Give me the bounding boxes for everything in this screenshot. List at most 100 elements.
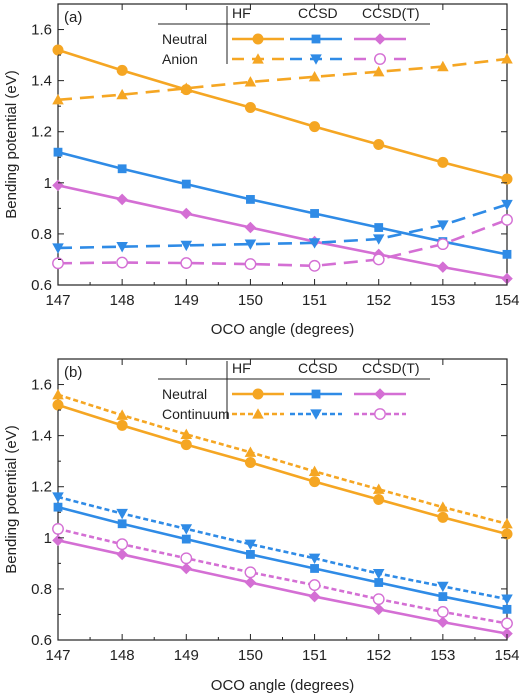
series-hf-continuum bbox=[52, 388, 513, 529]
data-point bbox=[52, 534, 64, 547]
legend-marker bbox=[374, 53, 386, 65]
x-tick-label: 154 bbox=[494, 292, 519, 309]
legend: HF CCSD CCSD(T) Neutral Anion bbox=[158, 5, 430, 67]
legend-column-header: CCSD bbox=[298, 5, 338, 21]
y-tick-label: 1.4 bbox=[31, 73, 52, 90]
y-tick-label: 1 bbox=[44, 530, 52, 547]
data-point bbox=[244, 576, 257, 589]
series-ccsdt-neutral bbox=[52, 534, 513, 640]
data-point bbox=[53, 502, 63, 512]
data-point bbox=[437, 616, 449, 628]
data-point bbox=[116, 538, 129, 551]
data-point bbox=[437, 60, 449, 72]
data-point bbox=[180, 562, 193, 575]
data-point bbox=[52, 399, 64, 411]
data-point bbox=[437, 511, 449, 523]
y-tick-label: 1.6 bbox=[31, 377, 52, 394]
legend: HF CCSD CCSD(T) Neutral Continuum bbox=[158, 360, 430, 422]
data-point bbox=[373, 139, 385, 150]
y-tick-label: 1.4 bbox=[31, 428, 52, 445]
y-tick-label: 0.8 bbox=[31, 226, 52, 243]
legend-marker bbox=[252, 408, 264, 419]
data-point bbox=[244, 456, 256, 468]
data-point bbox=[372, 253, 385, 266]
data-point bbox=[180, 439, 192, 451]
axes-layer: 147 148 149 150 151 152 153 154 0.6 0.8 1 1.2 1.4 1.6 bbox=[31, 3, 520, 309]
data-point bbox=[180, 552, 193, 565]
y-tick-label: 1.2 bbox=[31, 124, 52, 141]
data-point bbox=[437, 156, 449, 168]
data-point bbox=[116, 242, 128, 253]
data-point bbox=[373, 494, 385, 505]
data-point bbox=[52, 388, 64, 400]
series-line bbox=[57, 48, 508, 181]
data-point bbox=[181, 179, 191, 189]
data-point bbox=[308, 71, 321, 82]
legend-marker bbox=[374, 388, 386, 400]
data-point bbox=[309, 121, 321, 133]
x-tick-label: 149 bbox=[174, 647, 199, 664]
series-line bbox=[57, 495, 508, 601]
data-point bbox=[52, 257, 64, 270]
series-line bbox=[57, 527, 508, 625]
x-tick-label: 152 bbox=[366, 647, 391, 664]
data-point bbox=[436, 238, 449, 251]
data-point bbox=[310, 209, 319, 218]
data-point bbox=[308, 590, 321, 603]
series-ccsd-neutral bbox=[53, 502, 512, 614]
data-point bbox=[116, 88, 128, 100]
data-point bbox=[502, 249, 512, 259]
series-hf-neutral bbox=[52, 399, 513, 540]
x-tick-label: 154 bbox=[494, 647, 519, 664]
series-ccsd-continuum bbox=[52, 492, 513, 605]
data-point bbox=[180, 82, 193, 93]
data-point bbox=[374, 578, 384, 587]
y-tick-label: 0.6 bbox=[31, 277, 52, 294]
x-tick-label: 153 bbox=[430, 292, 455, 309]
series-line bbox=[57, 57, 508, 102]
series-hf-neutral bbox=[52, 44, 513, 185]
series-ccsdt-continuum bbox=[52, 522, 513, 630]
data-point bbox=[52, 94, 64, 105]
x-tick-label: 148 bbox=[110, 647, 135, 664]
data-point bbox=[52, 522, 64, 535]
x-tick-label: 152 bbox=[366, 292, 391, 309]
data-point bbox=[310, 564, 319, 573]
series-layer bbox=[52, 44, 513, 285]
data-point bbox=[308, 465, 321, 477]
data-point bbox=[308, 579, 321, 592]
data-point bbox=[116, 256, 129, 269]
data-point bbox=[180, 428, 193, 439]
data-point bbox=[180, 524, 193, 535]
series-line bbox=[57, 218, 508, 268]
data-point bbox=[501, 213, 513, 226]
y-tick-label: 0.6 bbox=[31, 632, 52, 649]
panel-label: (a) bbox=[64, 9, 82, 26]
data-point bbox=[244, 101, 256, 113]
x-axis-label: OCO angle (degrees) bbox=[211, 677, 354, 694]
legend-column-header: HF bbox=[232, 5, 251, 21]
legend-column-header: HF bbox=[232, 360, 251, 376]
data-point bbox=[372, 483, 385, 494]
data-point bbox=[501, 173, 513, 185]
series-hf-anion bbox=[52, 53, 513, 105]
data-point bbox=[501, 517, 513, 529]
data-point bbox=[117, 164, 127, 174]
series-line bbox=[57, 403, 508, 536]
data-point bbox=[438, 592, 448, 601]
y-tick-label: 1.2 bbox=[31, 479, 52, 496]
x-tick-label: 147 bbox=[45, 292, 70, 309]
legend-row-label: Neutral bbox=[162, 31, 207, 47]
data-point bbox=[116, 548, 128, 561]
legend-row-label: Anion bbox=[162, 51, 198, 67]
data-point bbox=[437, 220, 449, 231]
data-point bbox=[308, 259, 321, 272]
y-axis-label: Bending potential (eV) bbox=[3, 425, 20, 573]
x-tick-label: 153 bbox=[430, 647, 455, 664]
data-point bbox=[53, 147, 63, 157]
legend-row-label: Continuum bbox=[162, 406, 230, 422]
y-axis-label: Bending potential (eV) bbox=[3, 70, 20, 218]
series-ccsdt-neutral bbox=[52, 179, 513, 285]
x-tick-label: 151 bbox=[302, 292, 327, 309]
